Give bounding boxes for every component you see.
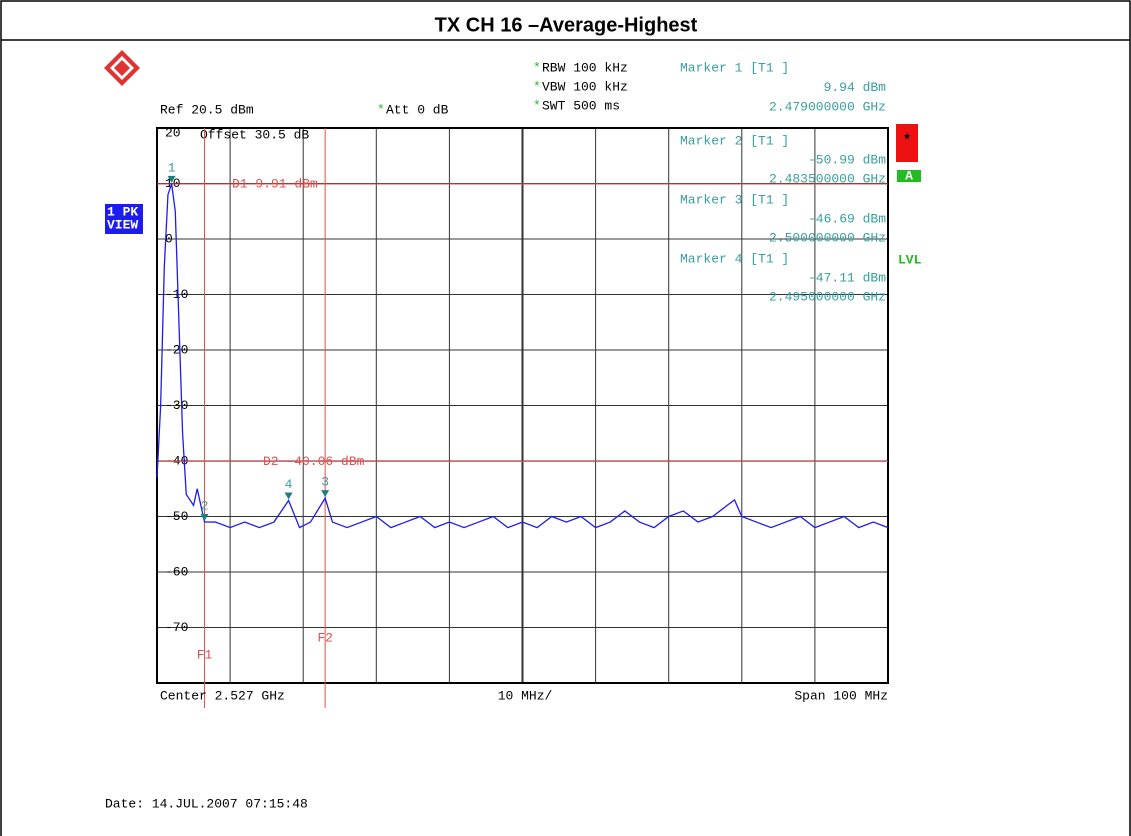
trace-box-label: VIEW (107, 217, 138, 232)
marker-frequency: 2.483500000 GHz (769, 171, 886, 186)
date: Date: 14.JUL.2007 07:15:48 (105, 796, 308, 811)
marker-level: 9.94 dBm (824, 80, 887, 95)
marker (321, 490, 330, 498)
y-tick-label: -30 (165, 398, 188, 413)
setting-flag: * (533, 98, 541, 113)
marker-frequency: 2.495000000 GHz (769, 289, 886, 304)
attenuation: Att 0 dB (386, 102, 449, 117)
ref-level: Ref 20.5 dBm (160, 102, 254, 117)
display-line-label: D1 9.91 dBm (232, 176, 318, 191)
frequency-line-label: F2 (317, 630, 333, 645)
status-box (896, 124, 918, 162)
y-tick-label: -10 (165, 287, 188, 302)
frequency-line-label: F1 (197, 647, 213, 662)
marker-name: Marker 2 [T1 ] (680, 133, 789, 148)
y-tick-label: -70 (165, 620, 188, 635)
y-tick-label: -50 (165, 509, 188, 524)
setting: SWT 500 ms (542, 98, 620, 113)
marker-level: -50.99 dBm (808, 152, 886, 167)
a-box (897, 170, 921, 182)
marker (284, 492, 293, 500)
marker-symbol: 3 (321, 475, 329, 490)
marker-name: Marker 3 [T1 ] (680, 192, 789, 207)
marker-level: -47.11 dBm (808, 270, 886, 285)
setting: VBW 100 kHz (542, 79, 628, 94)
marker-frequency: 2.500000000 GHz (769, 230, 886, 245)
att-flag: * (377, 102, 385, 117)
y-tick-label: 20 (165, 125, 181, 140)
marker-name: Marker 1 [T1 ] (680, 60, 789, 75)
division: 10 MHz/ (498, 688, 553, 703)
offset: Offset 30.5 dB (200, 127, 309, 142)
marker-level: -46.69 dBm (808, 211, 886, 226)
marker (167, 175, 176, 183)
marker-symbol: 1 (168, 160, 176, 175)
a-label: A (905, 168, 913, 183)
status-star: ★ (903, 128, 911, 143)
trace (156, 183, 889, 529)
logo (104, 50, 140, 86)
display-line-label: D2 -40.06 dBm (263, 454, 365, 469)
setting-flag: * (533, 79, 541, 94)
y-tick-label: 10 (165, 176, 181, 191)
setting-flag: * (533, 60, 541, 75)
title: TX CH 16 –Average-Highest (435, 14, 698, 36)
trace-box-label: 1 PK (107, 204, 138, 219)
y-tick-label: 0 (165, 231, 173, 246)
marker-frequency: 2.479000000 GHz (769, 99, 886, 114)
lvl-label: LVL (898, 252, 922, 267)
y-tick-label: -20 (165, 342, 188, 357)
plot-border (156, 127, 889, 684)
marker (200, 513, 209, 521)
marker-symbol: 2 (201, 498, 209, 513)
span: Span 100 MHz (794, 688, 888, 703)
trace-box (105, 204, 143, 234)
marker-name: Marker 4 [T1 ] (680, 251, 789, 266)
setting: RBW 100 kHz (542, 60, 628, 75)
center-frequency: Center 2.527 GHz (160, 688, 285, 703)
y-tick-label: -60 (165, 564, 188, 579)
marker-symbol: 4 (285, 477, 293, 492)
